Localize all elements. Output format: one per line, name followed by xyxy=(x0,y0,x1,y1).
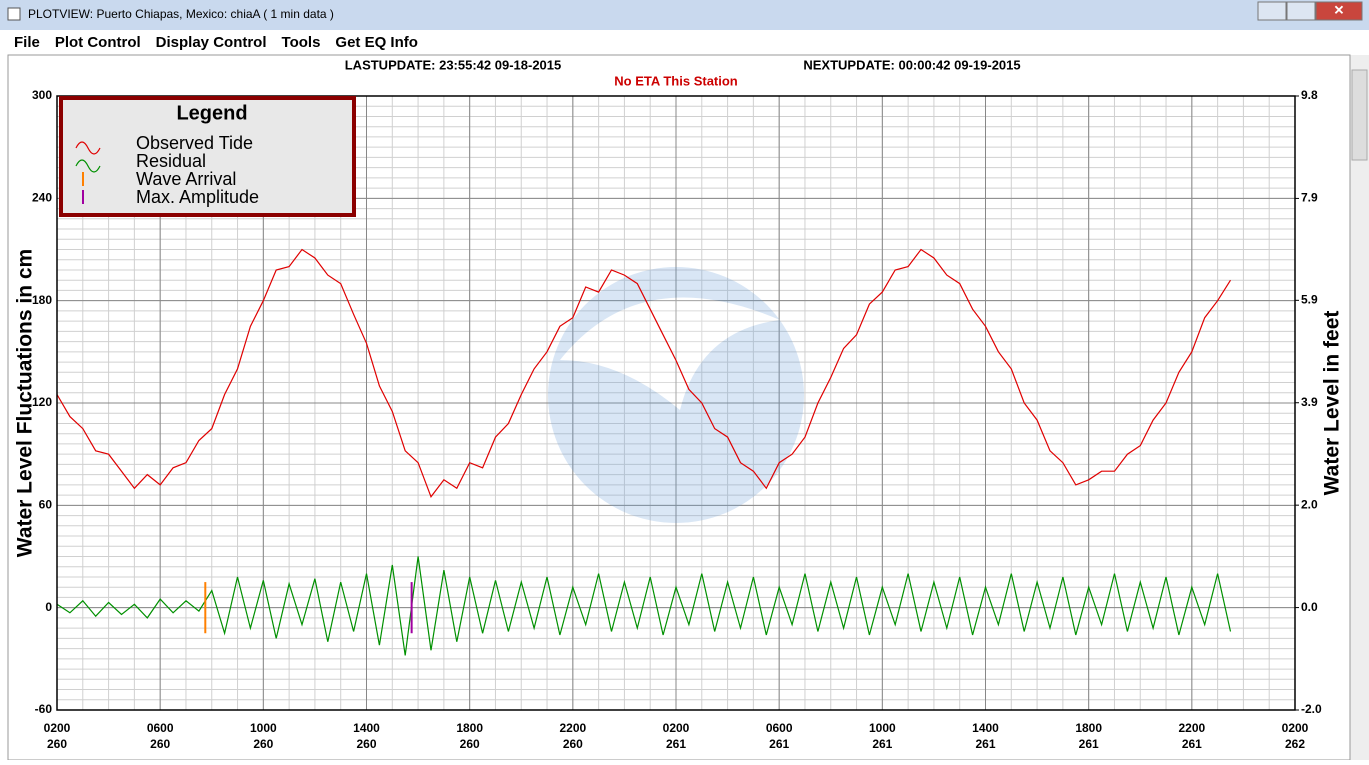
legend-label: Wave Arrival xyxy=(136,169,236,189)
scroll-thumb[interactable] xyxy=(1351,69,1368,161)
legend-label: Max. Amplitude xyxy=(136,187,259,207)
y-tick-label: 240 xyxy=(32,191,52,205)
x-tick-label: 0200 xyxy=(1282,721,1309,735)
y-tick-label: -60 xyxy=(35,702,53,716)
y2-tick-label: 3.9 xyxy=(1301,395,1318,409)
x-tick-label: 1000 xyxy=(869,721,896,735)
legend-label: Residual xyxy=(136,151,206,171)
legend-swatch xyxy=(75,141,101,155)
y-tick-label: 180 xyxy=(32,293,52,307)
x-tick-label: 2200 xyxy=(1178,721,1205,735)
menu-item[interactable]: Get EQ Info xyxy=(335,34,418,51)
y2-tick-label: 0.0 xyxy=(1301,600,1318,614)
x-tick-label: 1000 xyxy=(250,721,277,735)
y2-tick-label: 2.0 xyxy=(1301,497,1318,511)
menu-item[interactable]: File xyxy=(14,34,40,51)
x-tick-day: 260 xyxy=(460,737,480,751)
y-axis-label: Water Level Fluctuations in cm xyxy=(14,249,37,557)
close-button[interactable] xyxy=(1315,1,1363,21)
y2-tick-label: 7.9 xyxy=(1301,191,1318,205)
x-tick-label: 0200 xyxy=(44,721,71,735)
legend-title: Legend xyxy=(176,102,247,124)
app-icon xyxy=(7,7,21,21)
x-tick-day: 261 xyxy=(1182,737,1202,751)
y-tick-label: 300 xyxy=(32,88,52,102)
series-line xyxy=(56,248,1232,499)
minimize-button[interactable] xyxy=(1257,1,1287,21)
x-tick-label: 0200 xyxy=(663,721,690,735)
watermark xyxy=(548,267,804,523)
y2-tick-label: 9.8 xyxy=(1301,88,1318,102)
x-tick-day: 261 xyxy=(975,737,995,751)
y2-axis-label: Water Level in feet xyxy=(1321,311,1344,496)
x-tick-label: 1400 xyxy=(353,721,380,735)
y-tick-label: 0 xyxy=(45,600,52,614)
x-tick-day: 261 xyxy=(1079,737,1099,751)
last-update: LASTUPDATE: 23:55:42 09-18-2015 xyxy=(345,57,562,72)
menu-bar xyxy=(0,30,1369,55)
menu-item[interactable]: Display Control xyxy=(156,34,267,51)
close-icon: ✕ xyxy=(1334,2,1345,17)
x-tick-label: 0600 xyxy=(147,721,174,735)
legend-label: Observed Tide xyxy=(136,133,253,153)
x-tick-day: 261 xyxy=(769,737,789,751)
legend-swatch xyxy=(75,159,101,173)
next-update: NEXTUPDATE: 00:00:42 09-19-2015 xyxy=(803,57,1020,72)
x-tick-day: 260 xyxy=(253,737,273,751)
subtitle: No ETA This Station xyxy=(614,73,738,88)
x-tick-day: 260 xyxy=(356,737,376,751)
y-tick-label: 120 xyxy=(32,395,52,409)
x-tick-day: 260 xyxy=(47,737,67,751)
scrollbar[interactable] xyxy=(1350,55,1369,760)
x-tick-day: 262 xyxy=(1285,737,1305,751)
y-tick-label: 60 xyxy=(39,498,53,512)
x-tick-label: 1800 xyxy=(1075,721,1102,735)
x-tick-label: 2200 xyxy=(559,721,586,735)
menu-item[interactable]: Tools xyxy=(282,34,321,51)
x-tick-day: 261 xyxy=(666,737,686,751)
y2-tick-label: -2.0 xyxy=(1301,702,1322,716)
x-tick-label: 1800 xyxy=(456,721,483,735)
legend-box xyxy=(59,96,356,217)
series-line xyxy=(56,556,1232,656)
plot-border xyxy=(56,95,1296,711)
x-tick-label: 0600 xyxy=(766,721,793,735)
x-tick-label: 1400 xyxy=(972,721,999,735)
maximize-button[interactable] xyxy=(1286,1,1316,21)
x-tick-day: 260 xyxy=(150,737,170,751)
window-title: PLOTVIEW: Puerto Chiapas, Mexico: chiaA … xyxy=(28,7,334,21)
y2-tick-label: 5.9 xyxy=(1301,292,1318,306)
menu-item[interactable]: Plot Control xyxy=(55,34,141,51)
title-bar xyxy=(0,0,1369,30)
x-tick-day: 260 xyxy=(563,737,583,751)
x-tick-day: 261 xyxy=(872,737,892,751)
